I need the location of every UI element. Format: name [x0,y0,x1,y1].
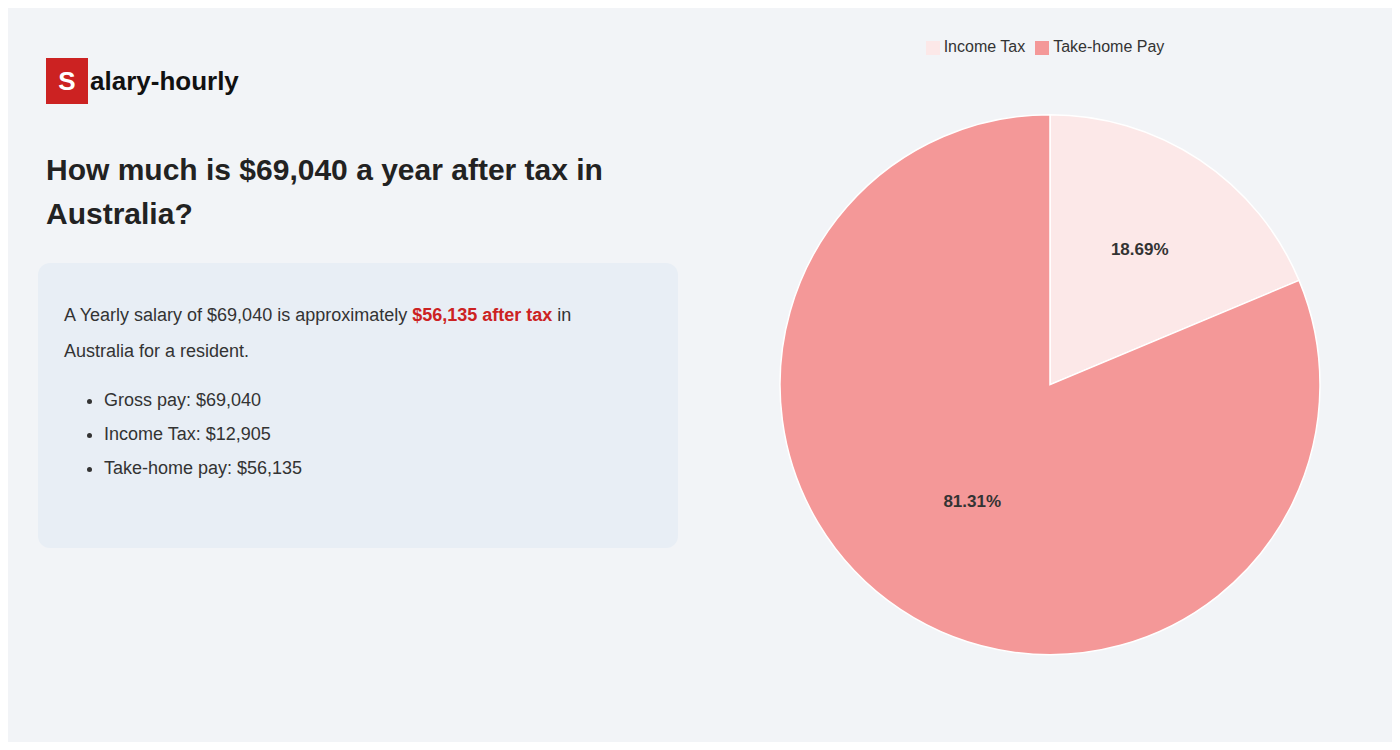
html-text:A Yearly salary of $69,040 is: A Yearly salary of $69,040 is approximat… [64,305,572,325]
html-text:Gross pay: $69,040: Gross pay: $69,040 [104,390,262,410]
html-text:Australia for a resident.: Australia for a resident. [64,341,250,361]
html-text:Income Tax: $12,905: Income Tax: $12,905 [104,424,271,444]
svg-text:81.31%: 81.31% [943,492,1001,511]
html-text:Take-home pay: $56,135: Take-home pay: $56,135 [104,458,303,478]
html-text:Income Tax: Income Tax [943,38,1026,55]
html-text:Take-home Pay: Take-home Pay [1053,38,1165,55]
html-text:How much is $69,040 a year aft: How much is $69,040 a year after tax in [46,153,603,186]
svg-text:18.69%: 18.69% [1111,240,1169,259]
html-text:alary-hourly: alary-hourly [90,65,239,96]
html-text:S: S [58,65,76,96]
html-text:Australia?: Australia? [46,197,193,230]
